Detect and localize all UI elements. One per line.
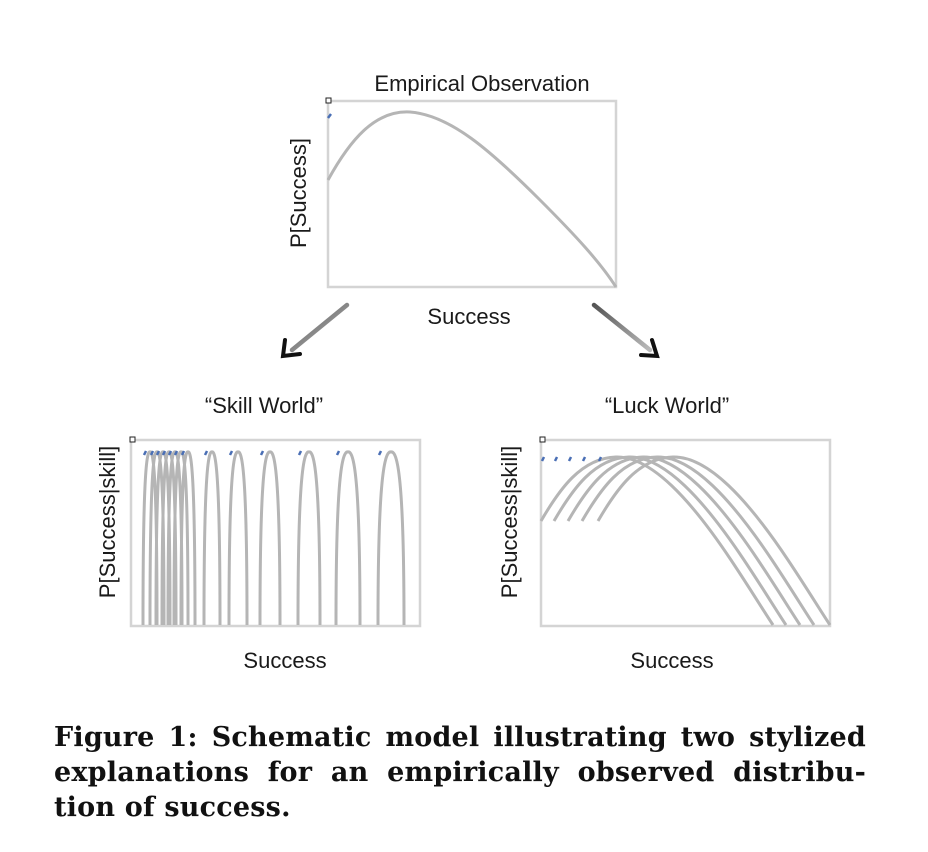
luck-curve	[566, 455, 802, 626]
empirical-curve	[326, 110, 618, 288]
skill-curves	[141, 450, 406, 626]
skill-curve-marker	[173, 450, 179, 456]
luck-title: “Luck World”	[604, 393, 730, 418]
empirical-frame	[326, 99, 618, 289]
caption-line-3: tion of success.	[54, 792, 291, 823]
luck-curve	[539, 455, 775, 626]
diagram-canvas	[129, 97, 832, 628]
skill-curve-marker	[335, 450, 341, 456]
skill-curve-marker	[155, 450, 161, 456]
skill-curve-marker	[161, 450, 167, 456]
luck-xlabel: Success	[630, 648, 714, 673]
empirical-xlabel: Success	[427, 304, 511, 329]
luck-corner-marker	[539, 436, 546, 443]
skill-curve	[179, 450, 197, 626]
skill-curve-marker	[142, 450, 148, 456]
skill-curve-marker	[167, 450, 173, 456]
skill-curve	[296, 450, 322, 626]
skill-corner-marker	[129, 436, 136, 443]
skill-curve	[258, 450, 282, 626]
caption-line-1: Figure 1: Schematic model illustrating t…	[54, 722, 866, 753]
right-arrow	[591, 302, 660, 359]
skill-curve-marker	[180, 450, 186, 456]
luck-curve-marker	[581, 456, 587, 462]
empirical-title: Empirical Observation	[374, 71, 590, 96]
empirical-curve-marker	[327, 113, 332, 119]
skill-curve	[227, 450, 249, 626]
luck-curve-marker	[597, 456, 603, 462]
skill-title: “Skill World”	[204, 393, 324, 418]
figure-caption: Figure 1: Schematic model illustrating t…	[54, 720, 866, 825]
luck-curve-marker	[553, 456, 559, 462]
skill-curve	[376, 450, 406, 626]
empirical-ylabel: P[Success]	[286, 137, 311, 249]
skill-curve-marker	[149, 450, 155, 456]
luck-curve	[580, 455, 816, 626]
luck-curve	[596, 455, 832, 626]
skill-curve-marker	[228, 450, 234, 456]
luck-ylabel: P[Success|skill]	[497, 445, 522, 599]
skill-curve-marker	[297, 450, 303, 456]
luck-curve-marker	[540, 456, 546, 462]
caption-line-2: explanations for an empirically observed…	[54, 757, 866, 788]
left-arrow	[280, 302, 350, 359]
luck-curve	[552, 455, 788, 626]
skill-curve	[334, 450, 362, 626]
skill-ylabel: P[Success|skill]	[95, 445, 120, 599]
skill-curve-marker	[377, 450, 383, 456]
luck-frame	[539, 438, 832, 628]
empirical-corner-marker	[325, 97, 332, 104]
skill-curve-marker	[259, 450, 265, 456]
luck-curve-marker	[567, 456, 573, 462]
luck-curves	[539, 455, 832, 626]
skill-curve	[172, 450, 190, 626]
skill-curve	[202, 450, 222, 626]
skill-xlabel: Success	[243, 648, 327, 673]
skill-frame	[129, 438, 422, 628]
skill-curve-marker	[203, 450, 209, 456]
